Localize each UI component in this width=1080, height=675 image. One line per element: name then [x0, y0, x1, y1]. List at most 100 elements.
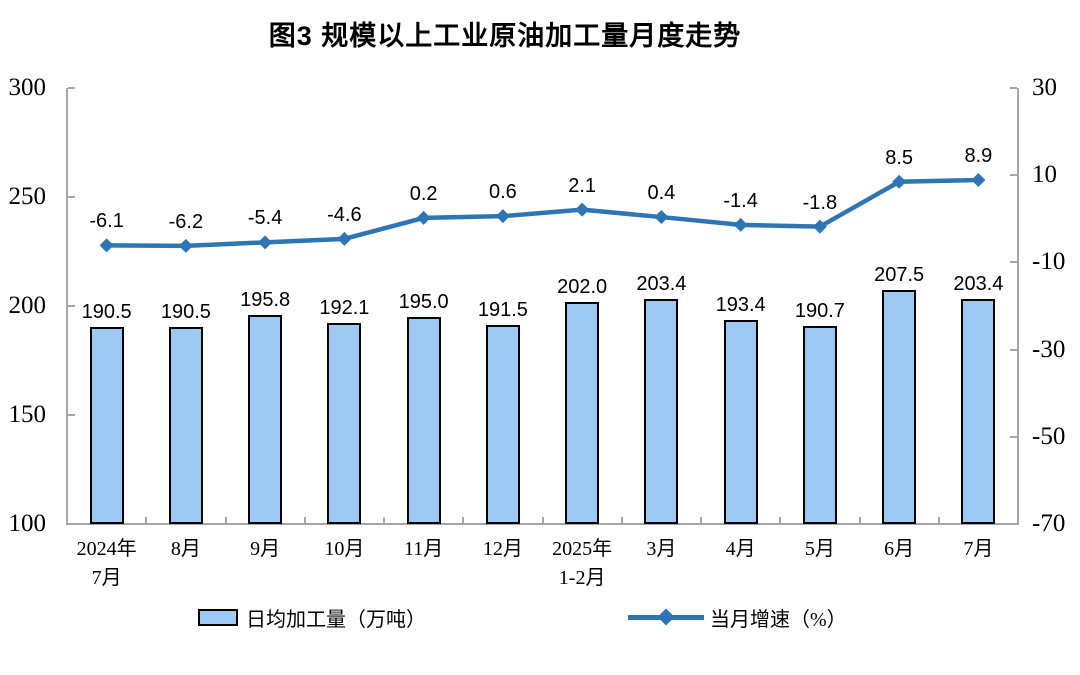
x-axis-boundary-tick	[541, 517, 544, 523]
line-value-label: 8.9	[964, 144, 993, 167]
line-value-label: -4.6	[327, 203, 362, 226]
bar	[644, 298, 679, 524]
bar-value-label: 190.5	[81, 300, 132, 323]
bar	[565, 301, 600, 524]
left-axis-tick-label: 200	[8, 292, 47, 319]
x-axis-label: 3月	[646, 538, 677, 560]
bar-value-label: 202.0	[557, 275, 608, 298]
line-value-label: -6.1	[89, 210, 124, 233]
bar-value-label: 192.1	[319, 297, 370, 320]
x-axis-label: 2024年 7月	[76, 538, 137, 589]
left-axis-tick-label: 300	[8, 74, 47, 101]
line-value-label: -1.8	[802, 191, 838, 214]
x-axis-label: 12月	[482, 538, 523, 560]
line-value-label: 0.6	[488, 181, 517, 204]
bar-value-label: 195.0	[398, 290, 449, 313]
bar-value-label: 193.4	[715, 294, 766, 317]
legend-item-line: 当月增速（%）	[628, 603, 847, 631]
right-axis-line	[1017, 88, 1019, 525]
line-value-label: 8.5	[885, 146, 914, 169]
x-axis-boundary-tick	[779, 517, 782, 523]
line-value-label: 0.4	[647, 182, 676, 205]
legend: 日均加工量（万吨） 当月增速（%）	[0, 603, 1080, 633]
line-value-label: 0.2	[409, 182, 438, 205]
line-swatch-diamond-icon	[657, 608, 675, 626]
x-axis-label: 8月	[170, 538, 201, 560]
right-axis-tick-label: -70	[1032, 510, 1066, 537]
bar	[485, 324, 520, 524]
line-marker-icon	[178, 238, 193, 253]
line-marker-icon	[733, 217, 748, 232]
line-marker-icon	[812, 219, 827, 234]
bar-value-label: 195.8	[240, 289, 291, 312]
line-series-swatch	[628, 608, 704, 626]
right-axis-tick	[1010, 348, 1017, 351]
chart-title: 图3 规模以上工业原油加工量月度走势	[268, 21, 742, 51]
bar-value-label: 207.5	[874, 263, 925, 286]
bar	[882, 289, 917, 524]
bar	[802, 326, 837, 524]
right-axis-tick	[1010, 261, 1017, 264]
line-marker-icon	[575, 202, 590, 217]
x-axis-boundary-tick	[145, 517, 148, 523]
x-axis-boundary-tick	[462, 517, 465, 523]
left-axis-tick-label: 100	[8, 510, 47, 537]
x-axis-label: 11月	[403, 538, 444, 560]
bar-value-label: 190.7	[794, 300, 845, 323]
line-marker-icon	[99, 238, 114, 253]
line-marker-icon	[416, 210, 431, 225]
right-axis-tick-label: -30	[1032, 335, 1066, 363]
line-value-label: -6.2	[168, 210, 204, 233]
legend-label-line: 当月增速（%）	[710, 608, 847, 631]
bar-value-label: 191.5	[477, 298, 528, 321]
bar	[723, 320, 758, 524]
bar-value-label: 203.4	[636, 272, 687, 295]
left-axis-tick	[68, 196, 75, 198]
x-axis-label: 2025年 1-2月	[552, 538, 613, 589]
x-axis-label: 4月	[725, 538, 756, 560]
bar	[406, 316, 441, 524]
x-axis-boundary-tick	[303, 517, 306, 523]
line-marker-icon	[971, 172, 986, 187]
x-axis-label: 5月	[804, 538, 835, 560]
bar	[327, 323, 362, 524]
x-axis-boundary-tick	[937, 517, 940, 523]
line-value-label: 2.1	[568, 174, 597, 197]
x-axis-label: 6月	[884, 538, 915, 560]
left-axis-tick-label: 250	[8, 183, 47, 210]
x-axis-boundary-tick	[224, 517, 227, 523]
left-axis-line	[66, 88, 68, 525]
left-axis-tick	[68, 87, 75, 89]
line-marker-icon	[892, 174, 907, 189]
legend-item-bar: 日均加工量（万吨）	[198, 603, 426, 631]
right-axis-tick	[1010, 174, 1017, 177]
line-marker-icon	[654, 210, 669, 225]
line-marker-icon	[337, 231, 352, 246]
line-value-label: -1.4	[723, 189, 758, 212]
right-axis-tick-label: -50	[1032, 422, 1066, 450]
x-axis-boundary-tick	[620, 517, 623, 523]
x-axis-label: 7月	[963, 538, 994, 560]
line-value-label: -5.4	[247, 207, 283, 230]
right-axis-tick-label: 30	[1032, 74, 1057, 101]
x-axis-boundary-tick	[700, 517, 702, 523]
x-axis-label: 9月	[250, 538, 281, 560]
left-axis-tick-label: 150	[8, 401, 47, 428]
left-axis-tick	[68, 305, 75, 307]
line-marker-icon	[495, 209, 510, 224]
bar	[89, 326, 124, 524]
left-axis-tick	[68, 414, 75, 416]
legend-label-bar: 日均加工量（万吨）	[246, 608, 426, 631]
x-axis-boundary-tick	[858, 517, 861, 523]
bar-value-label: 190.5	[160, 300, 211, 323]
bar	[961, 298, 996, 524]
right-axis-tick	[1010, 435, 1017, 438]
x-axis-label: 10月	[324, 538, 365, 560]
bar	[168, 326, 203, 524]
bar-series-swatch	[198, 608, 238, 626]
right-axis-tick-label: -10	[1032, 248, 1066, 276]
x-axis-line	[66, 523, 1019, 525]
bar-value-label: 203.4	[953, 272, 1004, 295]
